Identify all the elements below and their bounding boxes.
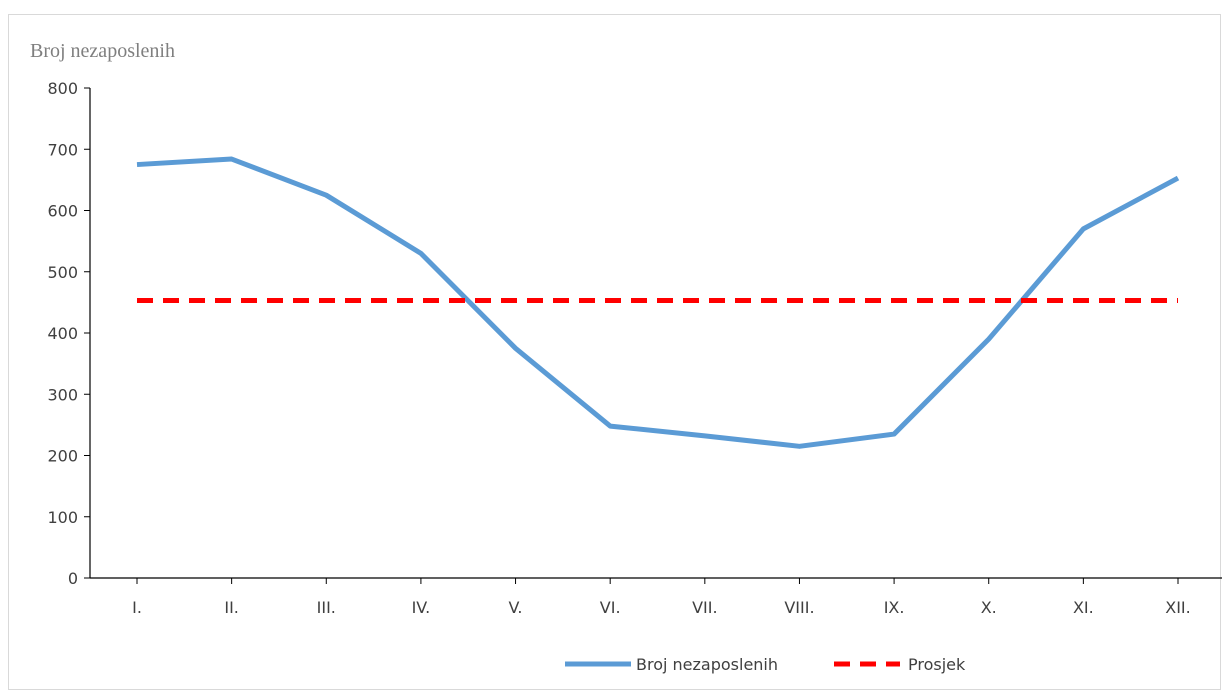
chart-frame — [8, 14, 1221, 690]
y-tick-label: 800 — [47, 79, 78, 98]
x-tick-label: V. — [509, 598, 523, 617]
legend-label-1: Prosjek — [908, 655, 966, 674]
x-tick-label: IX. — [884, 598, 905, 617]
x-tick-label: VII. — [692, 598, 717, 617]
x-tick-label: XII. — [1165, 598, 1190, 617]
y-tick-label: 100 — [47, 508, 78, 527]
x-tick-label: X. — [981, 598, 997, 617]
axes: 0 100 200 300 400 500 600 700 800 I. II. III. IV. V. V… — [47, 79, 1222, 617]
y-tick-label: 600 — [47, 202, 78, 221]
legend-label-0: Broj nezaposlenih — [636, 655, 778, 674]
series-line-0 — [136, 156, 1180, 449]
y-tick-label: 200 — [47, 447, 78, 466]
y-tick-label: 500 — [47, 263, 78, 282]
x-tick-label: XI. — [1073, 598, 1094, 617]
x-tick-label: II. — [224, 598, 239, 617]
y-tick-label: 0 — [68, 569, 78, 588]
x-tick-label: III. — [317, 598, 336, 617]
x-tick-label: VIII. — [784, 598, 814, 617]
x-tick-label: IV. — [412, 598, 431, 617]
y-tick-label: 300 — [47, 385, 78, 404]
y-tick-label: 700 — [47, 140, 78, 159]
y-tick-label: 400 — [47, 324, 78, 343]
legend: Broj nezaposlenih Prosjek — [565, 655, 966, 674]
x-tick-label: I. — [132, 598, 142, 617]
x-tick-label: VI. — [600, 598, 621, 617]
series-group — [136, 156, 1180, 449]
y-axis-title: Broj nezaposlenih — [30, 40, 175, 62]
